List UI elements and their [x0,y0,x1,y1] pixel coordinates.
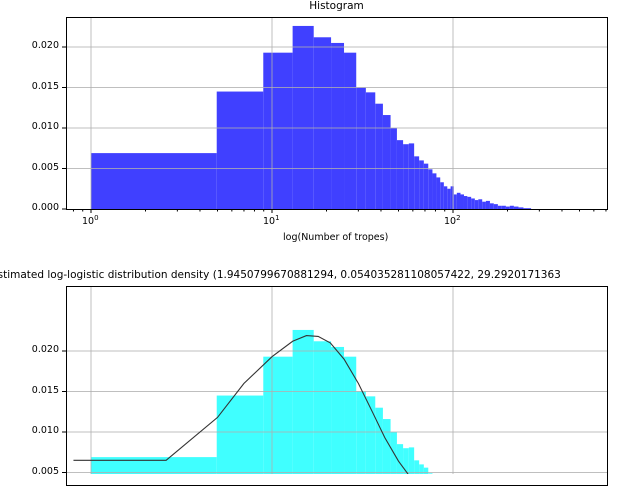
histogram-bar [91,153,217,209]
histogram-bar [463,196,468,209]
histogram-bar [216,91,264,209]
histogram-bar [344,52,357,209]
histogram-bar [453,194,457,209]
histogram-bar [375,407,383,474]
histogram-bar [263,356,293,474]
histogram-bar [474,200,479,209]
histogram-bar [432,173,437,209]
histogram-bar [313,37,332,209]
y-tick-label: 0.005 [31,161,59,173]
histogram-bar [408,143,415,209]
histogram-bar [497,205,502,209]
histogram-bar [365,92,376,209]
x-tick-label: 100 [82,214,99,228]
histogram-bar [414,156,420,209]
histogram-bar [403,144,409,209]
histogram-bar [467,196,472,209]
histogram-bar [382,115,391,209]
histogram-bar [292,25,314,209]
histogram-bar [505,206,510,209]
y-tick-label: 0.000 [31,202,59,213]
histogram-bar [460,194,464,209]
histogram-bar [91,457,217,474]
histogram-bar [428,169,433,209]
histogram-bar [313,341,332,474]
histogram-bar [344,356,357,474]
histogram-bar [356,391,366,474]
histogram-bar [450,186,454,209]
histogram-bar [485,200,490,209]
histogram-bar [356,87,366,209]
histogram-bar [456,192,461,209]
fit-curve [73,335,409,474]
histogram-bar [292,329,314,474]
histogram-plot [62,18,607,213]
histogram-bar [493,204,498,209]
histogram-bar [518,207,524,209]
histogram-bar [436,177,441,209]
y-tick-label: 0.005 [31,465,59,477]
histogram-bar [419,160,424,209]
x-tick-label: 101 [263,214,280,228]
histogram-bar [419,464,424,474]
histogram-bar [331,346,345,474]
histogram-bar [414,460,420,474]
y-tick-label: 0.020 [31,40,59,51]
histogram-bar [365,396,376,474]
histogram-bar [513,206,519,209]
histogram-bar [382,419,391,474]
histogram-bar [375,103,383,209]
density-plot [62,287,607,474]
histogram-bar [440,182,444,209]
y-tick-label: 0.015 [31,80,59,92]
histogram-xlabel: log(Number of tropes) [283,232,389,243]
histogram-bar [216,395,264,474]
histogram-bar [331,42,345,209]
y-tick-label: 0.010 [31,121,59,132]
histogram-bar [478,199,483,209]
histogram-bar [523,208,532,209]
histogram-bar [447,188,451,209]
histogram-bar [408,447,415,474]
histogram-bar [423,467,429,474]
y-tick-label: 0.020 [31,344,59,355]
histogram-bar [263,52,293,209]
histogram-bar [501,205,506,209]
x-tick-label: 102 [444,214,461,228]
histogram-bar [396,140,404,209]
histogram-bar [482,201,486,209]
histogram-bar [509,205,514,209]
histogram-bar [443,186,448,209]
histogram-bar [489,203,494,209]
histogram-bar [423,163,429,209]
y-tick-label: 0.015 [31,384,59,396]
histogram-bar [403,448,409,474]
density-title: Estimated log-logistic distribution dens… [0,269,561,281]
y-tick-label: 0.010 [31,425,59,436]
histogram-title: Histogram [309,0,364,12]
histogram-bar [396,444,404,474]
histogram-bar [471,198,475,209]
